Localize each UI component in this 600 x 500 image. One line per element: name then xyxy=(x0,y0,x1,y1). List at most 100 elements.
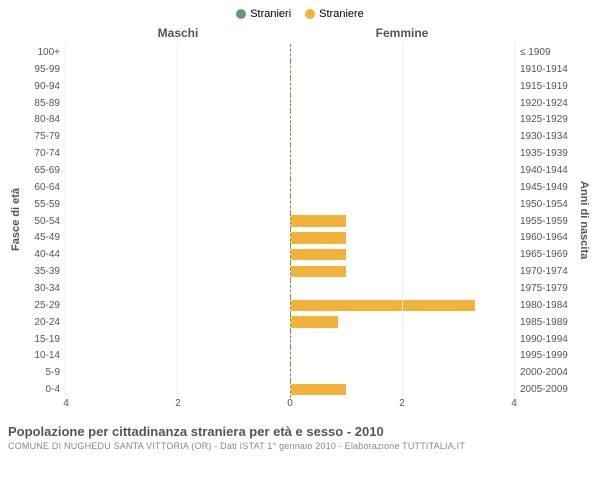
female-half xyxy=(291,78,515,95)
bar-female xyxy=(291,316,338,327)
table-row: 80-84 1925-1929 xyxy=(24,111,576,128)
table-row: 30-34 1975-1979 xyxy=(24,280,576,297)
female-half xyxy=(291,44,515,61)
table-row: 35-39 1970-1974 xyxy=(24,263,576,280)
bar-female xyxy=(291,232,347,243)
table-row: 70-741935-1939 xyxy=(24,145,576,162)
birth-year-label: 1910-1914 xyxy=(514,64,576,75)
bar-area xyxy=(66,229,514,246)
table-row: 50-541955-1959 xyxy=(24,213,576,230)
male-half xyxy=(66,196,291,213)
table-row: 5-92000-2004 xyxy=(24,364,576,381)
chart-core: Maschi Femmine 100+≤ 1909 95-99 1910-19149… xyxy=(24,26,576,414)
birth-year-label: 1915-1919 xyxy=(514,81,576,92)
female-half xyxy=(291,95,515,112)
female-half xyxy=(291,179,515,196)
chart-area: Fasce di età Maschi Femmine 100+≤ 190995… xyxy=(8,26,592,414)
age-label: 70-74 xyxy=(24,148,66,159)
male-half xyxy=(66,213,291,230)
male-half xyxy=(66,95,291,112)
bar-area xyxy=(66,44,514,61)
male-half xyxy=(66,162,291,179)
rows-container: 100+≤ 190995-991910-191490-941915-191985… xyxy=(24,44,576,398)
column-headers: Maschi Femmine xyxy=(24,26,576,44)
bar-area xyxy=(66,314,514,331)
birth-year-label: 1945-1949 xyxy=(514,182,576,193)
bar-area xyxy=(66,246,514,263)
birth-year-label: 1995-1999 xyxy=(514,350,576,361)
bar-area xyxy=(66,61,514,78)
bar-area xyxy=(66,331,514,348)
male-half xyxy=(66,314,291,331)
legend-dot-male xyxy=(236,9,246,19)
male-half xyxy=(66,381,291,398)
bar-area xyxy=(66,381,514,398)
female-half xyxy=(291,145,515,162)
birth-year-label: 1950-1954 xyxy=(514,199,576,210)
female-half xyxy=(291,381,515,398)
age-label: 35-39 xyxy=(24,266,66,277)
male-half xyxy=(66,44,291,61)
male-half xyxy=(66,297,291,314)
male-half xyxy=(66,78,291,95)
table-row: 95-99 1910-1914 xyxy=(24,61,576,78)
age-label: 65-69 xyxy=(24,165,66,176)
x-tick: 2 xyxy=(175,398,181,409)
birth-year-label: 1985-1989 xyxy=(514,317,576,328)
age-label: 5-9 xyxy=(24,367,66,378)
age-label: 60-64 xyxy=(24,182,66,193)
female-half xyxy=(291,314,515,331)
bar-female xyxy=(291,300,475,311)
bar-area xyxy=(66,111,514,128)
birth-year-label: 1990-1994 xyxy=(514,334,576,345)
birth-year-label: ≤ 1909 xyxy=(514,47,576,58)
age-label: 75-79 xyxy=(24,131,66,142)
table-row: 60-64 1945-1949 xyxy=(24,179,576,196)
female-half xyxy=(291,61,515,78)
age-label: 50-54 xyxy=(24,216,66,227)
male-half xyxy=(66,128,291,145)
bar-area xyxy=(66,213,514,230)
male-half xyxy=(66,145,291,162)
female-half xyxy=(291,162,515,179)
female-half xyxy=(291,280,515,297)
birth-year-label: 2005-2009 xyxy=(514,384,576,395)
male-half xyxy=(66,246,291,263)
male-half xyxy=(66,229,291,246)
birth-year-label: 1970-1974 xyxy=(514,266,576,277)
table-row: 55-591950-1954 xyxy=(24,196,576,213)
table-row: 45-491960-1964 xyxy=(24,229,576,246)
bar-area xyxy=(66,263,514,280)
female-half xyxy=(291,331,515,348)
legend-label-male: Stranieri xyxy=(250,8,291,20)
table-row: 20-241985-1989 xyxy=(24,314,576,331)
chart-title: Popolazione per cittadinanza straniera p… xyxy=(8,424,592,439)
female-half xyxy=(291,246,515,263)
age-label: 15-19 xyxy=(24,334,66,345)
table-row: 75-791930-1934 xyxy=(24,128,576,145)
birth-year-label: 1925-1929 xyxy=(514,114,576,125)
table-row: 25-291980-1984 xyxy=(24,297,576,314)
age-label: 95-99 xyxy=(24,64,66,75)
birth-year-label: 1920-1924 xyxy=(514,98,576,109)
table-row: 10-141995-1999 xyxy=(24,347,576,364)
bar-area xyxy=(66,128,514,145)
birth-year-label: 1975-1979 xyxy=(514,283,576,294)
legend-item-female: Straniere xyxy=(305,8,364,20)
age-label: 0-4 xyxy=(24,384,66,395)
table-row: 100+≤ 1909 xyxy=(24,44,576,61)
bar-area xyxy=(66,145,514,162)
male-half xyxy=(66,61,291,78)
male-half xyxy=(66,263,291,280)
female-half xyxy=(291,263,515,280)
female-half xyxy=(291,364,515,381)
age-label: 80-84 xyxy=(24,114,66,125)
bar-female xyxy=(291,266,347,277)
header-female: Femmine xyxy=(290,26,514,44)
x-tick: 4 xyxy=(63,398,69,409)
male-half xyxy=(66,347,291,364)
age-label: 30-34 xyxy=(24,283,66,294)
male-half xyxy=(66,364,291,381)
caption: Popolazione per cittadinanza straniera p… xyxy=(8,424,592,451)
x-tick: 2 xyxy=(399,398,405,409)
